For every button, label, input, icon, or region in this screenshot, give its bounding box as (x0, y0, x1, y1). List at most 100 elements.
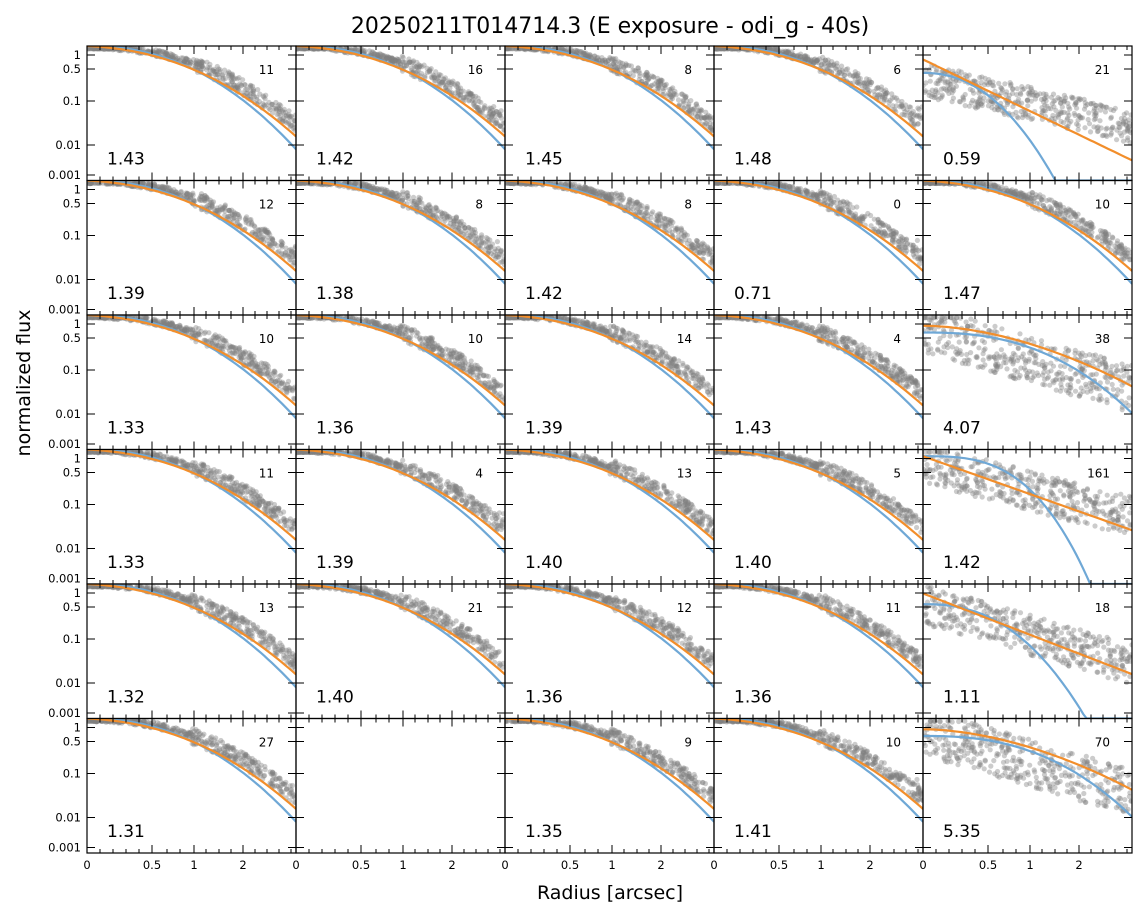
data-point (950, 86, 956, 92)
data-point (1075, 127, 1081, 133)
model-curve-b (505, 46, 714, 138)
data-point (1102, 229, 1108, 235)
data-point (687, 108, 693, 114)
data-point (883, 87, 889, 93)
data-point (656, 78, 663, 84)
data-point (1028, 84, 1034, 91)
data-point (488, 105, 494, 111)
data-point (879, 94, 885, 100)
data-point (1058, 100, 1064, 106)
data-point (831, 61, 837, 67)
data-point (1108, 115, 1114, 121)
data-point (198, 61, 204, 67)
data-point (1031, 92, 1037, 98)
data-point (1103, 126, 1109, 132)
data-point (163, 49, 169, 55)
data-point (447, 85, 453, 91)
data-point (803, 55, 809, 61)
data-point (803, 57, 809, 63)
data-point (493, 117, 499, 123)
data-point (416, 62, 422, 68)
data-point (296, 46, 299, 52)
data-point (489, 113, 495, 119)
data-point (227, 75, 233, 81)
data-point (789, 51, 795, 57)
data-point (605, 58, 611, 64)
data-point (670, 85, 676, 91)
data-point (1023, 111, 1029, 117)
data-point (497, 123, 503, 129)
data-point (215, 72, 221, 78)
data-point (646, 75, 652, 81)
data-point (199, 63, 205, 69)
data-point (1028, 86, 1034, 92)
data-point (369, 49, 375, 55)
data-point (1125, 137, 1131, 143)
data-point (352, 46, 358, 52)
data-point (296, 46, 300, 52)
data-point (669, 95, 676, 102)
data-point (474, 104, 480, 110)
data-point (1017, 90, 1023, 96)
panel-fwhm-label: 1.48 (734, 150, 772, 170)
data-point (271, 105, 277, 111)
data-point (488, 114, 494, 120)
data-point (1003, 89, 1010, 95)
data-point (1025, 103, 1031, 109)
data-point (466, 91, 472, 97)
data-point (1102, 109, 1108, 115)
panel-fwhm-label: 1.33 (107, 419, 145, 439)
data-point (836, 67, 842, 73)
data-point (168, 51, 174, 57)
data-point (838, 71, 844, 77)
data-point (642, 211, 648, 217)
data-point (682, 94, 688, 100)
data-point (87, 46, 91, 52)
data-point (490, 111, 496, 117)
data-point (1041, 99, 1047, 105)
data-point (670, 92, 676, 98)
data-point (854, 73, 860, 79)
data-point (231, 82, 237, 88)
data-point (811, 60, 817, 66)
data-point (603, 59, 609, 65)
panel-fwhm-label: 1.43 (107, 150, 145, 170)
data-point (684, 98, 690, 104)
data-point (500, 120, 505, 126)
data-point (826, 65, 832, 71)
data-point (289, 249, 295, 255)
data-point (1071, 110, 1077, 116)
data-point (837, 69, 843, 75)
data-point (946, 90, 952, 96)
data-point (490, 113, 496, 119)
data-point (803, 57, 809, 63)
data-point (431, 73, 437, 79)
data-point (197, 62, 203, 68)
data-point (455, 86, 461, 92)
data-point (1093, 110, 1099, 116)
y-axis-label: normalized flux (13, 310, 35, 457)
data-point (401, 63, 408, 69)
data-point (812, 56, 818, 62)
data-point (770, 46, 776, 52)
data-point (860, 80, 866, 86)
data-point (155, 49, 161, 55)
data-point (935, 78, 941, 84)
data-point (588, 55, 594, 61)
data-point (384, 53, 390, 59)
data-point (656, 85, 662, 91)
data-point (297, 46, 303, 52)
data-point (709, 127, 714, 133)
data-point (197, 64, 203, 70)
data-point (869, 79, 875, 86)
data-point (256, 227, 263, 233)
data-point (446, 80, 452, 86)
data-point (884, 90, 890, 96)
data-point (831, 62, 837, 68)
panel-fwhm-label: 1.42 (525, 284, 563, 304)
data-point (976, 96, 983, 102)
data-point (261, 102, 267, 108)
data-point (202, 329, 208, 335)
data-point (868, 212, 874, 219)
data-point (195, 58, 201, 65)
